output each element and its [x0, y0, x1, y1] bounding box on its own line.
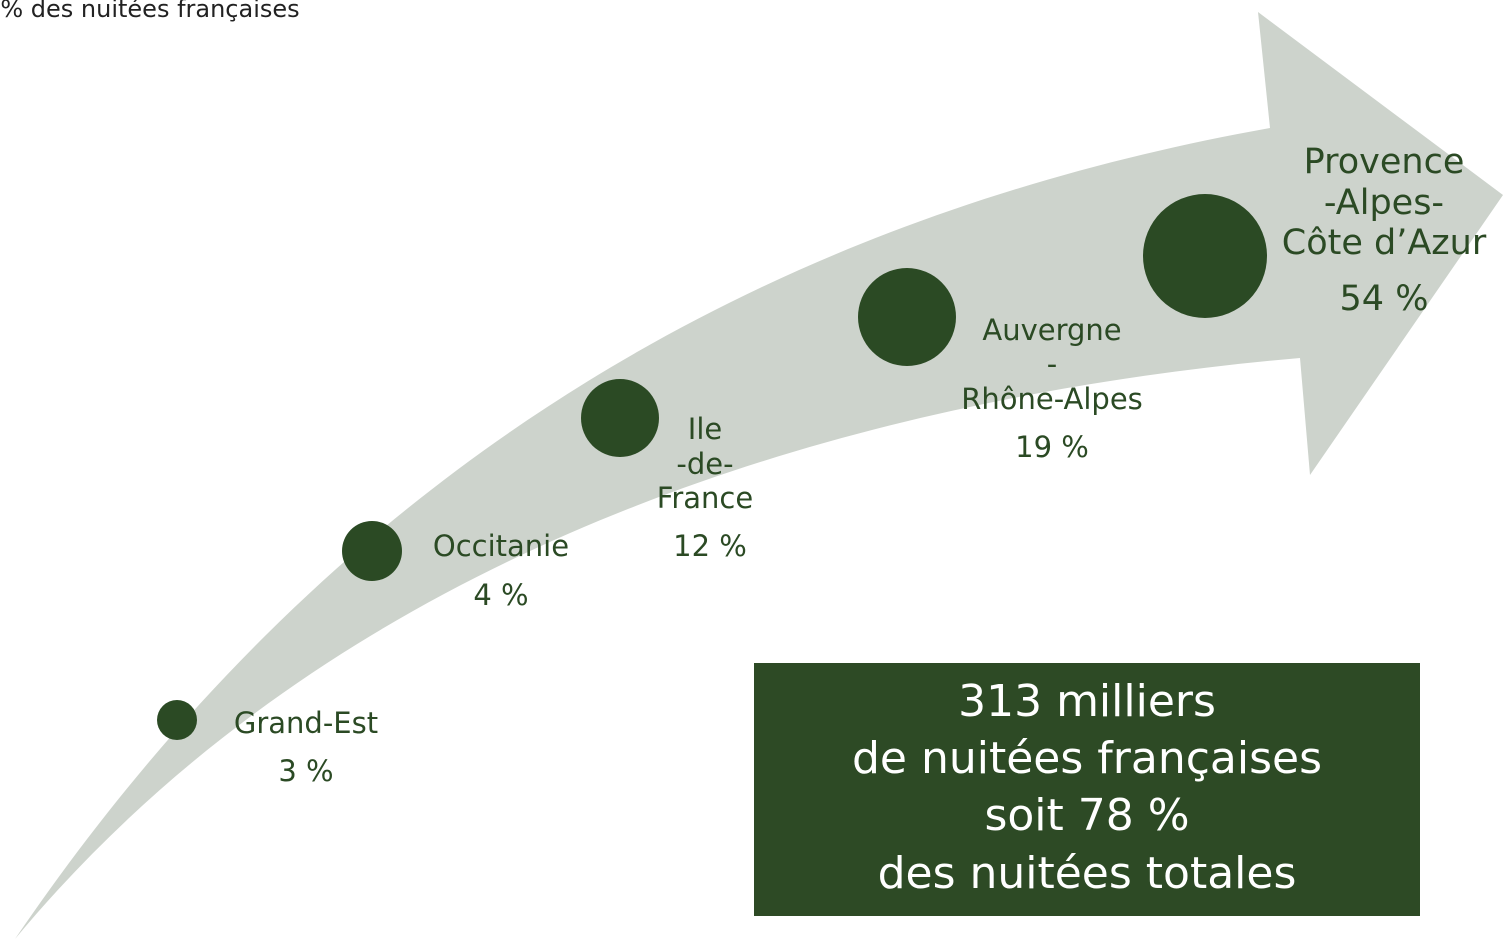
node-value: 12 % [673, 529, 747, 563]
node-label: Grand-Est [234, 706, 378, 740]
summary-box [754, 663, 1420, 916]
summary-line: des nuitées totales [878, 848, 1297, 899]
node-label: Ile [688, 412, 722, 446]
node-label: France [657, 481, 753, 515]
node-circle [1143, 194, 1267, 318]
node-circle [342, 521, 402, 581]
node-label: -de- [676, 447, 733, 481]
node-label: Occitanie [433, 529, 569, 563]
node-value: 54 % [1340, 279, 1429, 319]
summary-line: de nuitées françaises [852, 733, 1322, 784]
node-circle [581, 379, 659, 457]
node-value: 4 % [473, 578, 528, 612]
node-value: 19 % [1015, 430, 1089, 464]
node-label: -Alpes- [1324, 183, 1444, 223]
node-label: Rhône-Alpes [961, 382, 1143, 416]
node-label: Auvergne [982, 313, 1121, 347]
title: % des nuitées françaises [0, 0, 299, 23]
node-label: - [1047, 347, 1057, 381]
summary-line: 313 milliers [958, 676, 1216, 727]
summary-line: soit 78 % [984, 790, 1189, 841]
arrow [15, 12, 1503, 939]
node-label: Côte d’Azur [1282, 223, 1487, 263]
node-value: 3 % [278, 754, 333, 788]
node-circle [858, 268, 956, 366]
node-circle [157, 700, 197, 740]
node-label: Provence [1304, 142, 1465, 182]
